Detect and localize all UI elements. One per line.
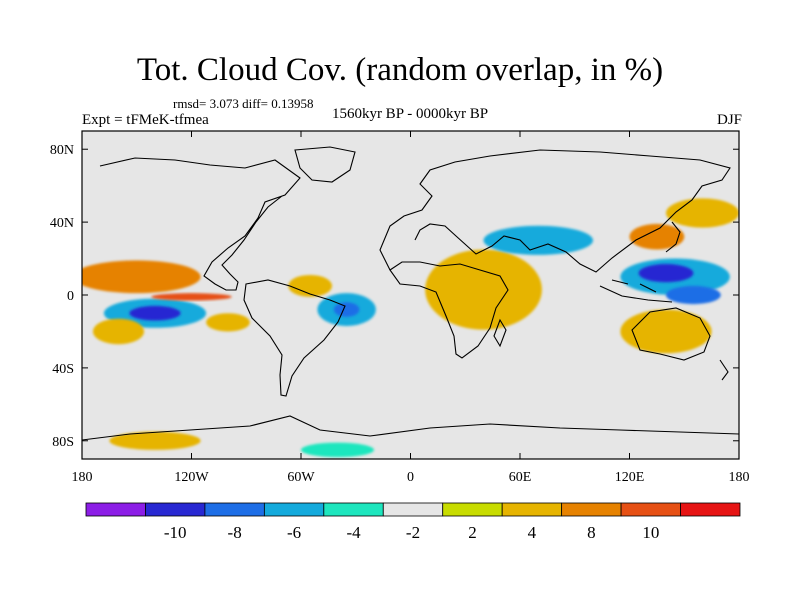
anomaly-region-18 (666, 198, 739, 228)
coast-greenland (294, 146, 356, 183)
coast-indonesia (599, 279, 673, 303)
stats-label: rmsd= 3.073 diff= 0.13958 (173, 96, 314, 111)
y-tick-label: 40S (52, 362, 74, 377)
colorbar-label: -10 (164, 523, 187, 542)
anomaly-region-4 (92, 318, 145, 345)
x-tick-label: 120E (615, 470, 645, 485)
colorbar-label: 4 (528, 523, 537, 542)
anomaly-region-20 (109, 431, 201, 450)
coastlines (82, 146, 739, 441)
colorbar-swatch (501, 502, 563, 517)
anomaly-region-15 (666, 285, 721, 305)
anomaly-region-8 (288, 274, 333, 297)
x-tick-label: 60W (287, 470, 315, 485)
colorbar-label: -2 (406, 523, 420, 542)
colorbar-swatch (442, 502, 503, 517)
x-tick-label: 180 (729, 470, 750, 485)
colorbar: -10 -8 -6 -4 -2 2 4 8 10 (85, 502, 741, 542)
axis-ticks: 180 120W 60W 0 60E 120E 180 80N 40N 0 40S 80S (50, 131, 750, 485)
y-tick-label: 80N (50, 143, 74, 158)
x-tick-label: 60E (509, 470, 532, 485)
y-tick-label: 80S (52, 435, 74, 450)
colorbar-swatch (204, 502, 265, 517)
anomaly-region-3 (151, 293, 232, 301)
colorbar-swatch (561, 502, 622, 517)
anomaly-region-14 (638, 264, 694, 283)
coast-new-zealand (719, 359, 729, 381)
coast-south-america (243, 279, 346, 397)
anomaly-region-2 (129, 305, 181, 321)
chart-title: Tot. Cloud Cov. (random overlap, in %) (136, 52, 664, 88)
coast-north-america (99, 157, 301, 291)
colorbar-label: 2 (468, 523, 477, 542)
anomaly-region-5 (206, 313, 250, 332)
experiment-label: Expt = tFMeK-tfmea (82, 112, 209, 128)
colorbar-label: 10 (642, 523, 659, 542)
colorbar-label: -6 (287, 523, 301, 542)
season-label: DJF (716, 112, 742, 128)
coast-africa (389, 261, 509, 359)
coast-japan (665, 221, 681, 253)
colorbar-swatch (680, 502, 741, 517)
colorbar-swatch (382, 502, 444, 517)
coast-europe-asia (379, 149, 731, 273)
coast-australia (631, 307, 711, 361)
y-tick-label: 0 (67, 289, 74, 304)
coast-madagascar (493, 318, 507, 348)
coast-antarctica (82, 415, 739, 441)
anomaly-layer (82, 198, 739, 458)
colorbar-swatch (145, 502, 206, 517)
anomaly-region-11 (425, 249, 542, 330)
colorbar-label: -4 (346, 523, 361, 542)
anomaly-region-7 (333, 302, 360, 317)
x-tick-label: 0 (407, 470, 414, 485)
colorbar-swatch (263, 502, 325, 517)
colorbar-label: -8 (228, 523, 242, 542)
colorbar-swatch (323, 502, 384, 517)
x-tick-label: 180 (72, 470, 93, 485)
y-tick-label: 40N (50, 216, 74, 231)
anomaly-region-12 (483, 225, 593, 255)
colorbar-swatch (85, 502, 146, 517)
anomaly-region-0 (82, 260, 201, 294)
anomaly-region-19 (301, 442, 374, 458)
colorbar-swatch (620, 502, 681, 517)
anomaly-region-16 (620, 309, 712, 354)
x-tick-label: 120W (174, 470, 209, 485)
anomaly-region-17 (629, 223, 685, 250)
colorbar-label: 8 (587, 523, 596, 542)
period-label: 1560kyr BP - 0000kyr BP (331, 106, 489, 122)
